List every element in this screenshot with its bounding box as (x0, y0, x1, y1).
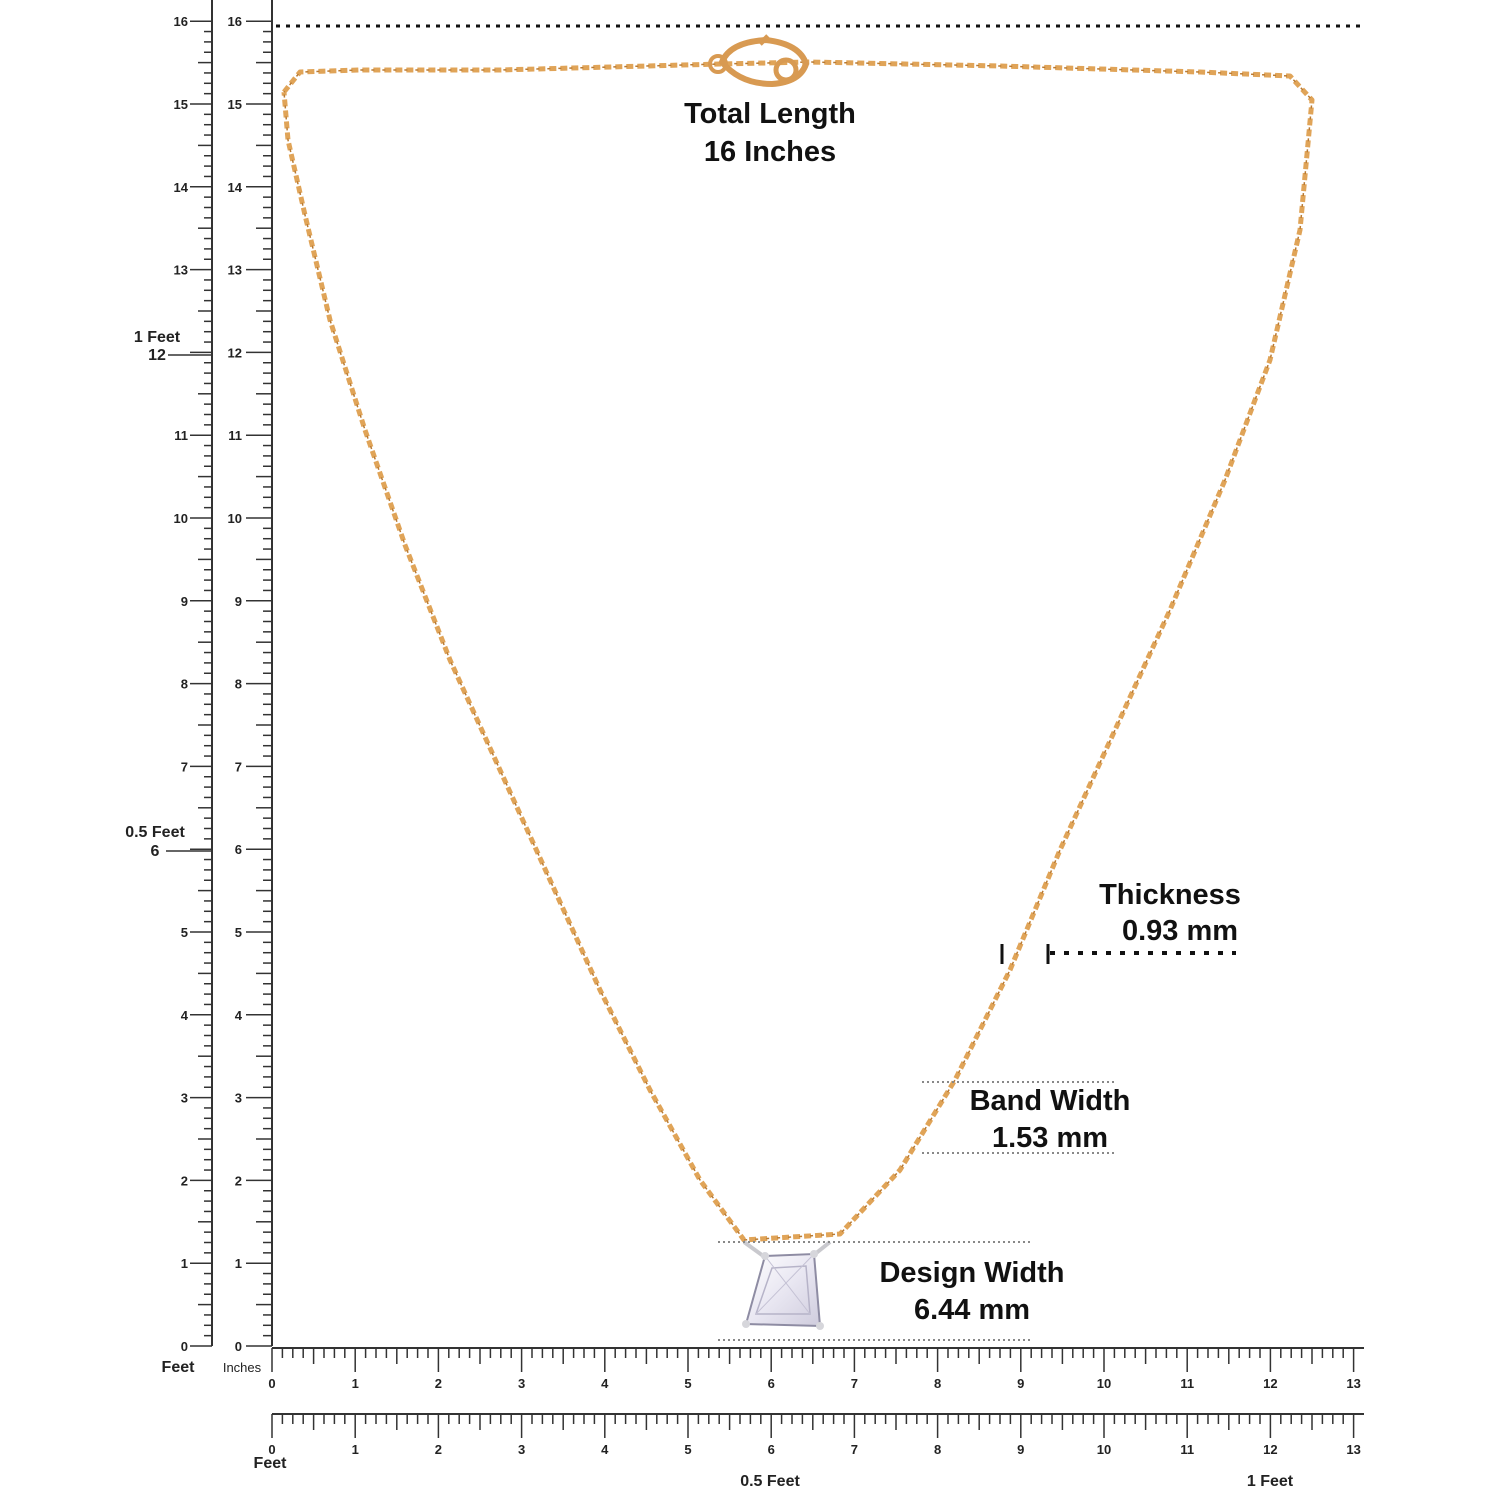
bottom-inches-tick-label: 13 (1346, 1376, 1360, 1391)
bottom-feet-marker-half-label: 0.5 Feet (740, 1473, 800, 1490)
left-inches-tick-label: 15 (228, 97, 242, 112)
design-width-title: Design Width (879, 1257, 1065, 1289)
band-width-title: Band Width (969, 1085, 1131, 1117)
left-feet-tick-label: 15 (174, 97, 188, 112)
left-feet-tick-label: 10 (174, 511, 188, 526)
left-feet-tick-label: 0 (181, 1339, 188, 1354)
left-feet-tick-label: 1 (181, 1256, 188, 1271)
bottom-feet-marker-one-label: 1 Feet (1247, 1473, 1294, 1490)
bottom-feet-tick-label: 11 (1180, 1442, 1194, 1457)
necklace-chain (281, 59, 1315, 1243)
left-inches-tick-label: 7 (235, 759, 242, 774)
left-inches-tick-label: 13 (228, 263, 242, 278)
left-feet-tick-label: 16 (174, 14, 188, 29)
left-feet-tick-label: 4 (181, 1008, 189, 1023)
left-inches-unit-label: Inches (223, 1360, 262, 1375)
left-inches-tick-label: 0 (235, 1339, 242, 1354)
bottom-inches-tick-label: 2 (435, 1376, 442, 1391)
bottom-feet-tick-label: 8 (934, 1442, 941, 1457)
bottom-inches-tick-label: 12 (1263, 1376, 1277, 1391)
bottom-inches-tick-label: 6 (768, 1376, 775, 1391)
bottom-feet-tick-label: 5 (684, 1442, 691, 1457)
bottom-ruler-inches: 0 1 2 3 4 5 6 7 8 9 10 11 12 13 (268, 1347, 1364, 1391)
left-inches-tick-label: 3 (235, 1091, 242, 1106)
chain-link-shading (283, 61, 1313, 1241)
bottom-inches-tick-label: 5 (684, 1376, 691, 1391)
left-inches-tick-label: 1 (235, 1256, 242, 1271)
thickness-value: 0.93 mm (1121, 915, 1239, 947)
thickness-title: Thickness (1099, 879, 1241, 911)
chain-links (281, 59, 1315, 1243)
bottom-feet-tick-label: 6 (768, 1442, 775, 1457)
bottom-feet-tick-label: 12 (1263, 1442, 1277, 1457)
left-inches-tick-label: 11 (228, 428, 242, 443)
bottom-feet-tick-label: 4 (601, 1442, 609, 1457)
left-feet-marker-half-value: 6 (151, 843, 160, 860)
bottom-feet-tick-label: 13 (1346, 1442, 1360, 1457)
bottom-feet-tick-label: 2 (435, 1442, 442, 1457)
left-feet-marker-half-label: 0.5 Feet (125, 824, 185, 841)
band-width-value: 1.53 mm (991, 1122, 1109, 1154)
left-feet-tick-label: 2 (181, 1173, 188, 1188)
design-width-guides (718, 1241, 1030, 1341)
bottom-feet-tick-label: 3 (518, 1442, 525, 1457)
bottom-inches-tick-label: 10 (1097, 1376, 1111, 1391)
total-length-value: 16 Inches (703, 136, 837, 168)
left-inches-tick-label: 6 (235, 842, 242, 857)
left-feet-marker-one-label: 1 Feet (134, 329, 181, 346)
left-feet-unit-label: Feet (162, 1359, 196, 1376)
design-width-value: 6.44 mm (913, 1294, 1031, 1326)
bottom-feet-tick-label: 9 (1017, 1442, 1024, 1457)
left-inches-tick-label: 9 (235, 594, 242, 609)
bottom-feet-unit-label: Feet (254, 1455, 288, 1472)
left-inches-tick-label: 4 (235, 1008, 243, 1023)
bottom-feet-tick-label: 10 (1097, 1442, 1111, 1457)
left-inches-tick-label: 12 (228, 345, 242, 360)
bottom-feet-tick-label: 7 (851, 1442, 858, 1457)
left-feet-tick-label: 13 (174, 263, 188, 278)
left-inches-tick-label: 2 (235, 1173, 242, 1188)
left-inches-tick-label: 5 (235, 925, 242, 940)
left-feet-tick-label: 8 (181, 677, 188, 692)
left-feet-marker-one-value: 12 (148, 347, 166, 364)
left-feet-tick-label: 11 (174, 428, 188, 443)
band-width-guides (922, 1081, 1116, 1154)
bottom-feet-tick-label: 1 (352, 1442, 359, 1457)
bottom-feet-tick-label: 0 (268, 1442, 275, 1457)
bottom-inches-tick-label: 11 (1180, 1376, 1194, 1391)
bottom-inches-tick-label: 1 (352, 1376, 359, 1391)
left-feet-tick-label: 9 (181, 594, 188, 609)
left-inches-tick-label: 8 (235, 677, 242, 692)
bottom-inches-tick-label: 7 (851, 1376, 858, 1391)
left-feet-tick-label: 5 (181, 925, 188, 940)
bottom-inches-tick-label: 9 (1017, 1376, 1024, 1391)
bottom-inches-tick-label: 8 (934, 1376, 941, 1391)
total-length-title: Total Length (684, 98, 856, 130)
bottom-inches-tick-label: 3 (518, 1376, 525, 1391)
thickness-indicator (1000, 944, 1236, 964)
lobster-clasp (708, 34, 810, 88)
left-feet-tick-label: 7 (181, 759, 188, 774)
left-feet-tick-label: 14 (174, 180, 189, 195)
left-inches-tick-label: 16 (228, 14, 242, 29)
bottom-inches-tick-label: 0 (268, 1376, 275, 1391)
bottom-inches-tick-label: 4 (601, 1376, 609, 1391)
left-inches-tick-label: 14 (228, 180, 243, 195)
princess-cut-stone (742, 1240, 832, 1330)
left-inches-tick-label: 10 (228, 511, 242, 526)
left-feet-tick-label: 3 (181, 1091, 188, 1106)
